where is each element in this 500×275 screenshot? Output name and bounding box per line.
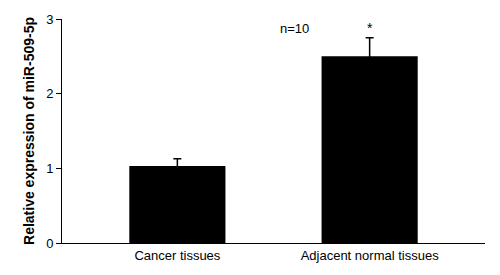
svg-text:1: 1 (46, 161, 53, 176)
svg-text:n=10: n=10 (280, 21, 309, 36)
svg-text:Adjacent normal tissues: Adjacent normal tissues (301, 248, 440, 263)
svg-text:*: * (367, 20, 373, 36)
svg-text:2: 2 (46, 86, 53, 101)
svg-text:3: 3 (46, 12, 53, 27)
svg-text:0: 0 (46, 236, 53, 251)
svg-text:Relative expression of miR-509: Relative expression of miR-509-5p (21, 17, 37, 245)
svg-text:Cancer tissues: Cancer tissues (134, 248, 220, 263)
